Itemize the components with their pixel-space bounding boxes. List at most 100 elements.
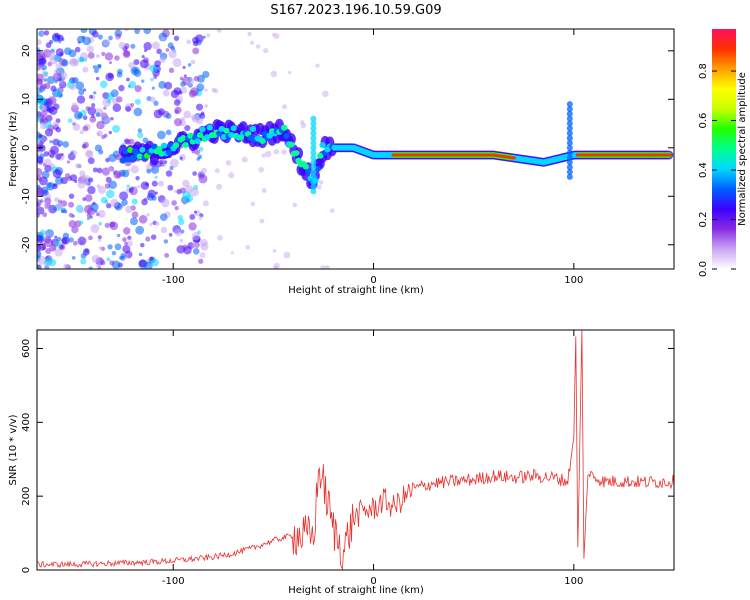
noise-speck <box>186 39 192 45</box>
noise-speck <box>167 184 174 191</box>
ridge-core <box>160 142 168 149</box>
noise-speck <box>273 262 280 269</box>
noise-speck <box>114 55 120 61</box>
noise-speck <box>134 85 142 93</box>
noise-speck <box>37 187 45 197</box>
noise-speck <box>114 243 122 251</box>
noise-speck <box>180 229 185 234</box>
burst-blob <box>310 169 317 176</box>
noise-speck <box>46 181 55 191</box>
noise-speck <box>183 74 187 78</box>
burst-blob <box>566 125 573 132</box>
noise-speck <box>79 220 84 225</box>
noise-speck <box>241 156 248 163</box>
noise-speck <box>55 202 63 210</box>
figure-title: S167.2023.196.10.59.G09 <box>270 3 441 18</box>
colorbar: 0.0 0.2 0.4 0.6 0.8 Normalized spectral ampl… <box>698 29 748 277</box>
noise-speck <box>137 185 141 189</box>
ridge-core <box>220 134 228 141</box>
noise-speck <box>149 96 156 103</box>
noise-speck <box>53 207 57 211</box>
noise-speck <box>96 120 105 130</box>
snr-ticks: -100 0 100 0 200 400 600 <box>21 330 674 587</box>
noise-speck <box>40 83 47 90</box>
noise-speck <box>187 63 192 67</box>
noise-speck <box>159 159 164 165</box>
ridge-core <box>249 125 257 132</box>
noise-speck <box>82 115 88 121</box>
noise-speck <box>123 227 131 235</box>
noise-speck <box>119 191 129 201</box>
noise-speck <box>130 103 135 107</box>
noise-speck <box>180 81 186 87</box>
x-tick-label: -100 <box>162 275 185 286</box>
noise-speck <box>121 169 130 178</box>
ridge-core <box>194 138 201 145</box>
noise-speck <box>158 80 167 89</box>
noise-speck <box>204 88 208 92</box>
noise-speck <box>151 180 158 187</box>
noise-speck <box>193 75 200 82</box>
noise-speck <box>192 248 200 255</box>
noise-speck <box>292 202 298 208</box>
noise-speck <box>40 115 47 122</box>
noise-speck <box>87 52 95 59</box>
ridge-core <box>319 142 326 149</box>
noise-speck <box>97 209 106 218</box>
noise-speck <box>264 150 272 158</box>
noise-speck <box>78 89 85 96</box>
noise-speck <box>103 39 111 47</box>
noise-speck <box>115 36 120 41</box>
noise-speck <box>37 234 44 242</box>
noise-speck <box>197 230 201 235</box>
noise-speck <box>37 175 42 181</box>
noise-speck <box>122 237 127 242</box>
noise-speck <box>170 89 180 99</box>
noise-speck <box>125 205 133 214</box>
burst-blob <box>566 169 573 176</box>
noise-speck <box>143 49 148 53</box>
noise-speck <box>151 258 159 267</box>
noise-speck <box>125 106 132 112</box>
burst-blob <box>566 164 573 171</box>
noise-speck <box>111 260 121 269</box>
noise-speck <box>217 234 223 241</box>
ridge-core <box>151 143 158 150</box>
noise-speck <box>91 30 99 38</box>
noise-speck <box>153 100 159 106</box>
y-tick-label: 10 <box>21 93 32 106</box>
noise-speck <box>38 105 43 110</box>
noise-speck <box>128 80 137 89</box>
noise-speck <box>180 116 185 121</box>
noise-speck <box>154 175 158 179</box>
noise-speck <box>37 137 41 142</box>
noise-speck <box>72 59 80 66</box>
noise-speck <box>108 35 113 41</box>
noise-speck <box>281 104 288 110</box>
noise-speck <box>206 33 211 38</box>
noise-speck <box>192 47 200 55</box>
noise-speck <box>149 64 158 73</box>
noise-speck <box>164 81 173 90</box>
noise-speck <box>92 65 97 69</box>
noise-speck <box>146 168 152 174</box>
noise-speck <box>90 202 99 212</box>
noise-speck <box>179 76 184 81</box>
noise-speck <box>38 133 43 139</box>
noise-speck <box>150 77 154 82</box>
noise-speck <box>72 123 81 131</box>
noise-speck <box>198 216 203 220</box>
burst-blob <box>566 130 573 137</box>
ridge-peak <box>667 153 673 157</box>
noise-speck <box>261 188 267 193</box>
noise-speck <box>196 83 205 92</box>
burst-blob <box>566 149 573 156</box>
noise-speck <box>150 234 157 240</box>
noise-speck <box>86 45 94 53</box>
noise-speck <box>281 149 287 155</box>
noise-speck <box>54 248 63 257</box>
noise-speck <box>55 153 62 160</box>
noise-speck <box>163 160 168 164</box>
noise-speck <box>249 40 255 45</box>
